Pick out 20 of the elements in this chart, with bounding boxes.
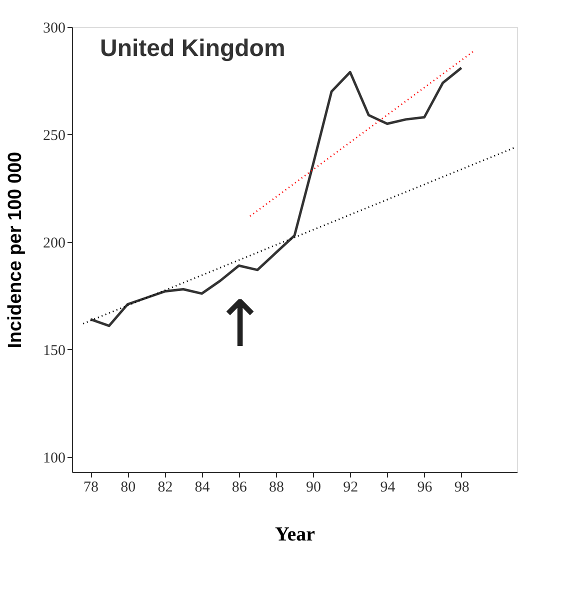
x-axis-title: Year — [275, 524, 316, 546]
y-tick-label: 250 — [43, 128, 66, 144]
x-tick-label: 90 — [306, 480, 322, 496]
y-tick-label: 150 — [43, 342, 66, 359]
y-tick-label: 100 — [43, 450, 66, 466]
x-tick-label: 88 — [268, 480, 284, 496]
y-tick-label: 300 — [43, 20, 66, 36]
x-tick-label: 78 — [84, 480, 99, 496]
x-tick-label: 92 — [343, 480, 358, 496]
y-axis-title: Incidence per 100 000 — [5, 152, 26, 348]
y-tick-label: 200 — [43, 235, 66, 252]
x-tick-label: 96 — [417, 480, 433, 496]
x-tick-label: 94 — [380, 480, 396, 496]
annotation: ↑ — [213, 288, 267, 362]
chart-title: United Kingdom — [100, 35, 286, 62]
x-tick-label: 84 — [194, 480, 210, 496]
x-tick-label: 80 — [120, 480, 136, 496]
x-tick-label: 98 — [454, 480, 470, 496]
x-tick-label: 82 — [158, 480, 173, 496]
x-tick-label: 86 — [232, 480, 248, 496]
